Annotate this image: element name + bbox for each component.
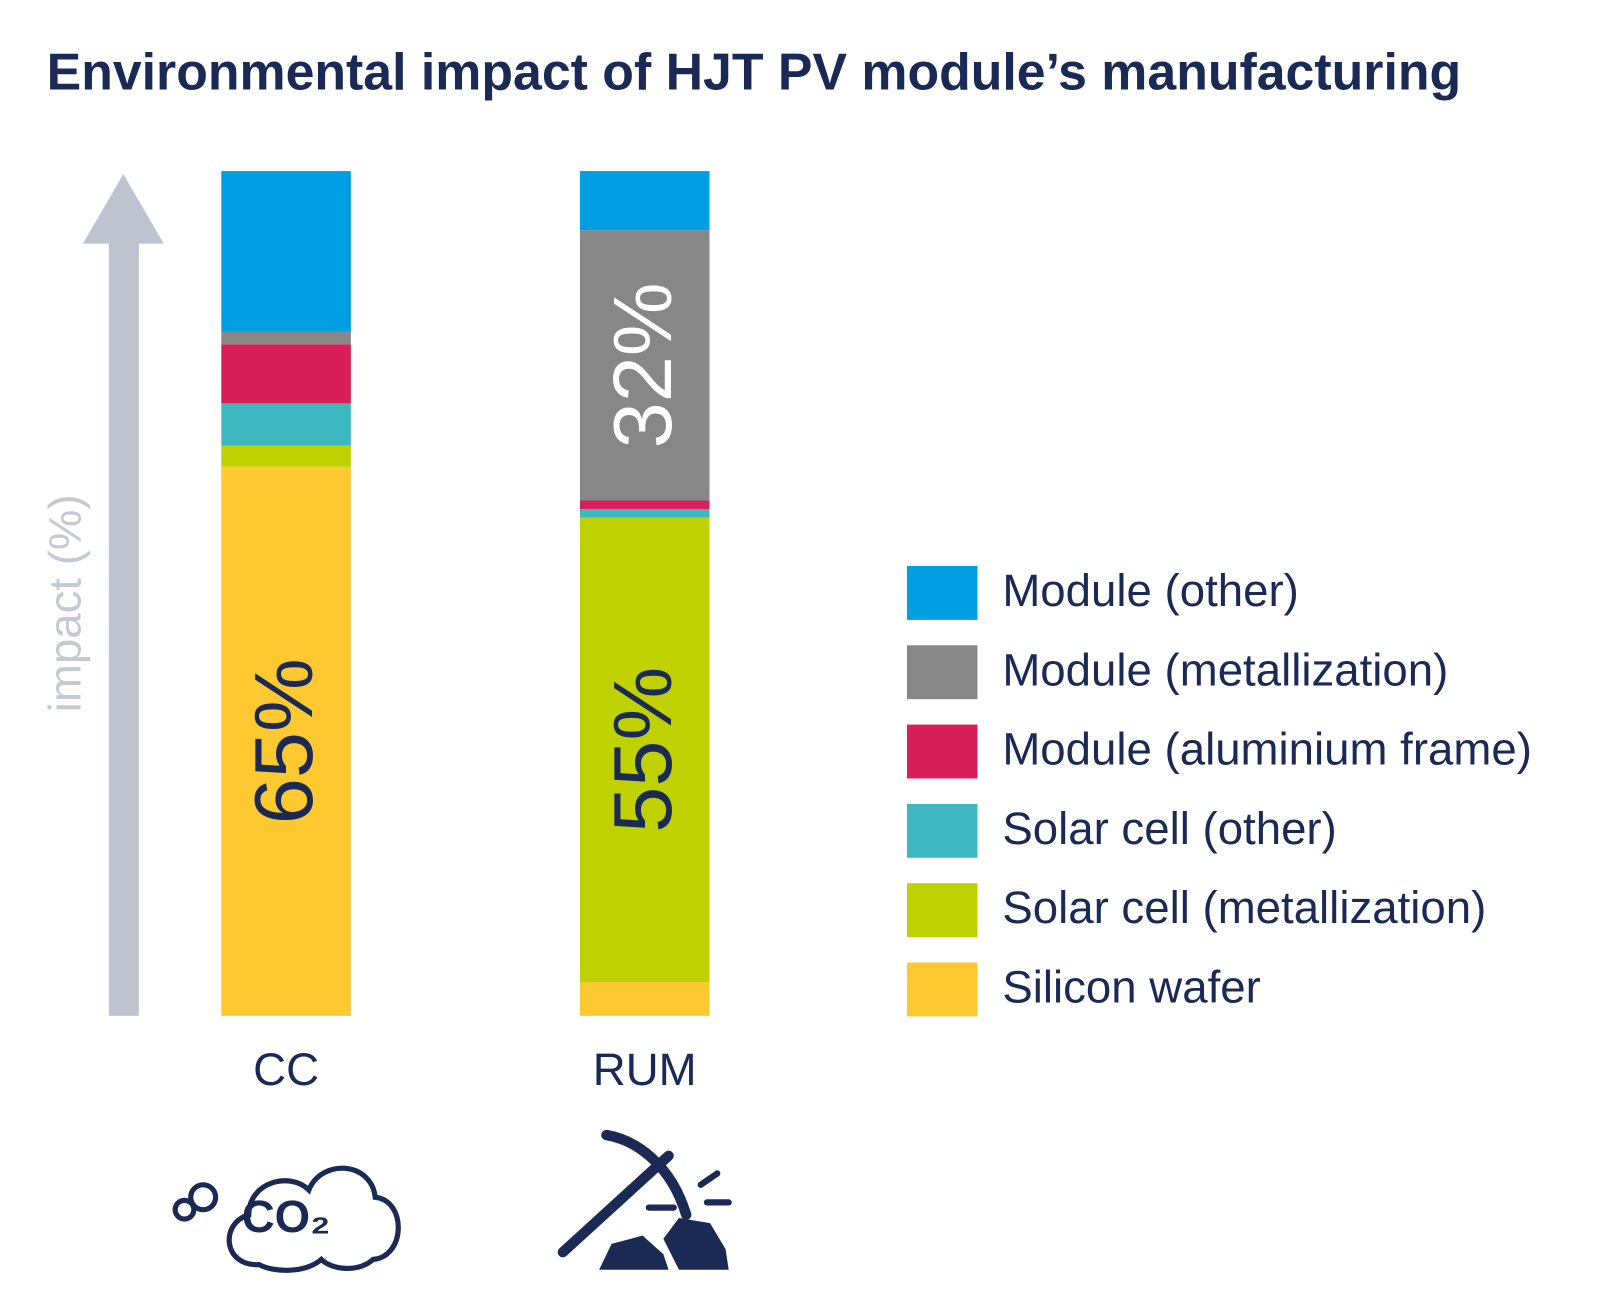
legend-label: Module (metallization) [1002, 644, 1448, 695]
value-label: 65% [237, 658, 330, 824]
bar-segment [221, 331, 351, 345]
legend-swatch [906, 645, 978, 700]
value-label: 32% [596, 282, 689, 448]
legend-label: Module (other) [1002, 565, 1299, 616]
x-tick-label: RUM [593, 1044, 697, 1095]
bar-segment [221, 466, 351, 1016]
bar-segment [221, 445, 351, 467]
value-label: 55% [596, 667, 689, 833]
pickaxe-icon [557, 1129, 732, 1270]
x-tick-label: CC [253, 1044, 319, 1095]
co2-label: CO₂ [242, 1191, 331, 1242]
axis-arrow [108, 238, 139, 1016]
legend-label: Solar cell (other) [1002, 803, 1336, 854]
bar-segment [579, 500, 710, 509]
bar-segment [221, 344, 351, 404]
bar-segment [579, 517, 710, 983]
bar-segment [221, 171, 351, 332]
bar-segment [221, 403, 351, 446]
legend-swatch [906, 724, 978, 779]
axis-arrow-head [82, 174, 164, 244]
y-axis-label: impact (%) [39, 494, 90, 712]
legend-swatch [906, 803, 978, 858]
bar-segment [579, 171, 710, 231]
legend-label: Silicon wafer [1002, 961, 1260, 1012]
legend-swatch [906, 565, 978, 620]
legend-label: Module (aluminium frame) [1002, 724, 1532, 775]
legend-swatch [906, 962, 978, 1017]
co2-icon [172, 1165, 401, 1273]
chart-title: Environmental impact of HJT PV module’s … [47, 42, 1461, 100]
bar-segment [579, 230, 710, 501]
bar-segment [579, 982, 710, 1016]
bar-segment [579, 508, 710, 518]
legend-swatch [906, 883, 978, 938]
legend-label: Solar cell (metallization) [1002, 882, 1486, 933]
